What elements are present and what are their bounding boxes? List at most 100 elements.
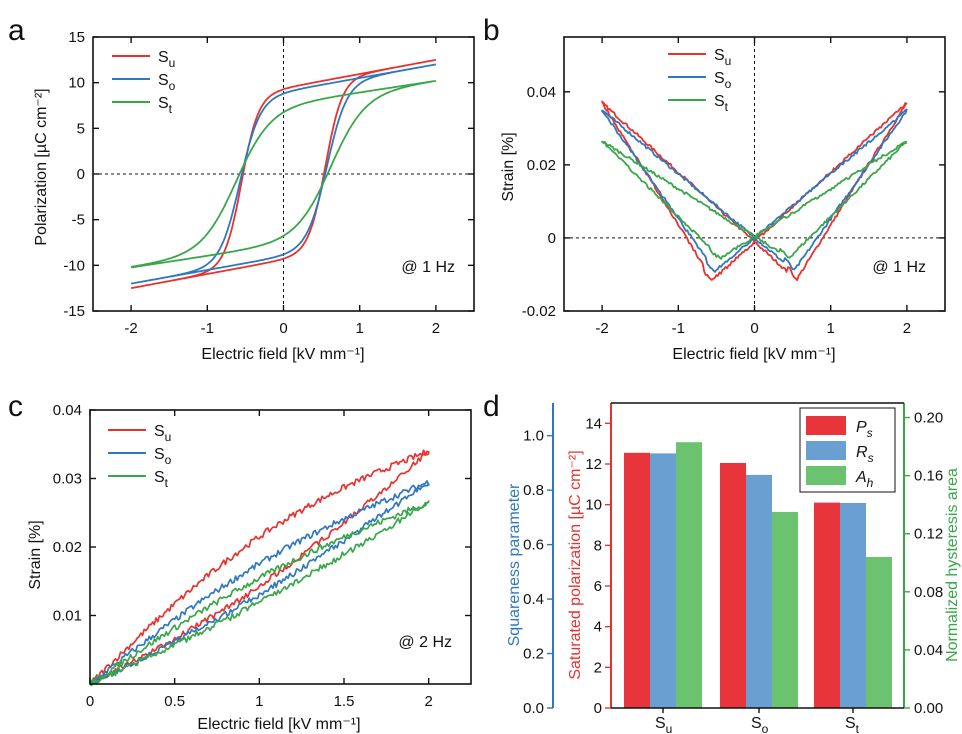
panel-b-x-tick-label: -1: [672, 320, 685, 337]
panel-c-y-tick-label: 0.03: [53, 471, 82, 488]
panel-a-legend-label: Su: [158, 49, 175, 70]
panel-d-polarization-axis-title: Saturated polarization [µC cm⁻²]: [567, 450, 584, 679]
panel-d-inner-tick-label: 14: [585, 415, 602, 432]
panel-c-y-tick-label: 0.04: [53, 402, 82, 419]
panel-a-y-tick-label: -5: [72, 212, 85, 229]
panel-b-x-tick-label: 1: [827, 320, 835, 337]
panel-a-series-St-loop: [130, 79, 437, 269]
panel-letter-a: a: [8, 14, 25, 47]
panel-d-inner-tick-label: 2: [594, 659, 602, 676]
panel-a-x-tick-label: 2: [432, 320, 440, 337]
panel-d-bar-Rs-St: [840, 502, 866, 708]
panel-d-inner-tick-label: 4: [594, 619, 602, 636]
panel-c-legend-label: St: [154, 469, 169, 490]
panel-a-y-tick-label: 5: [77, 120, 85, 137]
panel-d-right-tick-label: 0.00: [914, 700, 943, 717]
panel-a-legend-label: St: [158, 95, 173, 116]
panel-a-x-tick-label: 0: [279, 320, 287, 337]
panel-d-bar-Ps-So: [720, 462, 746, 708]
panel-d-bar-Ah-St: [866, 556, 892, 708]
panel-d-right-tick-label: 0.04: [914, 642, 943, 659]
panel-d-bar-Ps-Su: [624, 452, 650, 708]
panel-d-bar-Ah-So: [772, 511, 798, 708]
panel-b-x-tick-label: -2: [595, 320, 608, 337]
panel-letter-d: d: [483, 390, 500, 423]
panel-c-x-axis-title: Electric field [kV mm⁻¹]: [197, 716, 360, 733]
panel-a-series-Su-loop: [130, 58, 437, 290]
panel-a-frequency-annotation: @ 1 Hz: [401, 259, 455, 276]
panel-c-y-axis-title: Strain [%]: [27, 520, 44, 589]
panel-c-y-tick-label: 0.02: [53, 539, 82, 556]
panel-c-x-tick-label: 0.5: [164, 693, 185, 710]
panel-c-x-tick-label: 1.5: [334, 693, 355, 710]
panel-a-x-tick-label: 1: [356, 320, 364, 337]
panel-d-legend-label: Ps: [856, 419, 873, 440]
panel-b-y-tick-label: -0.02: [522, 303, 556, 320]
panel-d-outer-tick-label: 0.2: [523, 646, 544, 663]
panel-d-right-tick-label: 0.08: [914, 584, 943, 601]
panel-b-y-tick-label: 0: [548, 230, 556, 247]
panel-c-y-tick-label: 0.01: [53, 608, 82, 625]
panel-d-squareness-axis-title: Squareness parameter: [506, 483, 523, 646]
panel-b-x-tick-label: 2: [903, 320, 911, 337]
panel-d-legend-label: Ah: [855, 469, 874, 490]
panel-d-bar-chart: 0 2 4 6 8 10 12 14 0.0 0.2 0.4 0.6 0.8 1.0 0.00 0.04 0.0…: [523, 402, 943, 734]
panel-a-x-tick-label: -1: [201, 320, 214, 337]
panel-d-right-tick-label: 0.20: [914, 410, 943, 427]
panel-a-legend-label: So: [158, 72, 176, 93]
panel-a-y-tick-label: 10: [68, 75, 85, 92]
panel-b-legend-label: St: [714, 93, 729, 114]
panel-d-category-label: St: [845, 715, 860, 734]
panel-d-inner-tick-label: 8: [594, 537, 602, 554]
panel-d-bar-Ps-St: [814, 502, 840, 708]
panel-c-legend-label: So: [154, 446, 172, 467]
panel-d-right-tick-label: 0.16: [914, 468, 943, 485]
panel-a-y-tick-label: 15: [68, 29, 85, 46]
panel-c-legend-label: Su: [154, 423, 171, 444]
panel-b-x-tick-label: 0: [750, 320, 758, 337]
panel-c-series-Su-curve: [89, 449, 430, 685]
panel-a-y-tick-label: 0: [77, 166, 85, 183]
panel-c-plot-frame: [89, 409, 472, 685]
panel-b-legend-label: Su: [714, 47, 731, 68]
panel-d-outer-tick-label: 0.4: [523, 591, 544, 608]
panel-b-frequency-annotation: @ 1 Hz: [872, 259, 926, 276]
panel-b-plot-frame: [563, 36, 946, 312]
panel-c-x-tick-label: 0: [86, 693, 94, 710]
panel-d-hysteresis-axis-title: Normalized hysteresis area: [944, 468, 961, 662]
panel-b-y-tick-label: 0.04: [527, 84, 556, 101]
panel-d-legend-label: Rs: [856, 444, 874, 465]
panel-d-legend-swatch: [806, 416, 846, 435]
panel-b-x-axis-title: Electric field [kV mm⁻¹]: [672, 346, 835, 363]
panel-d-legend-swatch: [806, 441, 846, 460]
panel-d-outer-tick-label: 0.6: [523, 537, 544, 554]
panel-b-series-So-butterfly: [601, 108, 908, 273]
panel-a-y-axis-title: Polarization [µC cm⁻²]: [33, 88, 50, 245]
panel-a-x-tick-label: -2: [124, 320, 137, 337]
panel-c-frequency-annotation: @ 2 Hz: [398, 634, 452, 651]
panel-d-outer-tick-label: 0.8: [523, 482, 544, 499]
panel-a-y-tick-label: -10: [63, 257, 85, 274]
panel-d-inner-tick-label: 10: [585, 497, 602, 514]
panel-d-legend-swatch: [806, 466, 846, 485]
panel-letter-b: b: [483, 14, 500, 47]
panel-b-legend-label: So: [714, 70, 732, 91]
panel-d-category-label: So: [751, 715, 769, 734]
panel-c-x-tick-label: 1: [255, 693, 263, 710]
panel-d-bar-Rs-So: [746, 474, 772, 708]
panel-b-series-St-butterfly: [601, 140, 908, 260]
panel-d-inner-tick-label: 6: [594, 578, 602, 595]
panel-c-series-St-curve: [89, 500, 430, 687]
panel-d-bar-Ah-Su: [676, 442, 702, 708]
panel-d-bar-Rs-Su: [650, 453, 676, 708]
panel-d-outer-tick-label: 0.0: [523, 700, 544, 717]
panel-d-right-tick-label: 0.12: [914, 526, 943, 543]
panel-b-y-axis-title: Strain [%]: [500, 132, 517, 201]
panel-d-category-label: Su: [655, 715, 672, 734]
panel-c-x-tick-label: 2: [424, 693, 432, 710]
panel-a-y-tick-label: -15: [63, 303, 85, 320]
panel-a-plot-frame: [92, 36, 475, 312]
